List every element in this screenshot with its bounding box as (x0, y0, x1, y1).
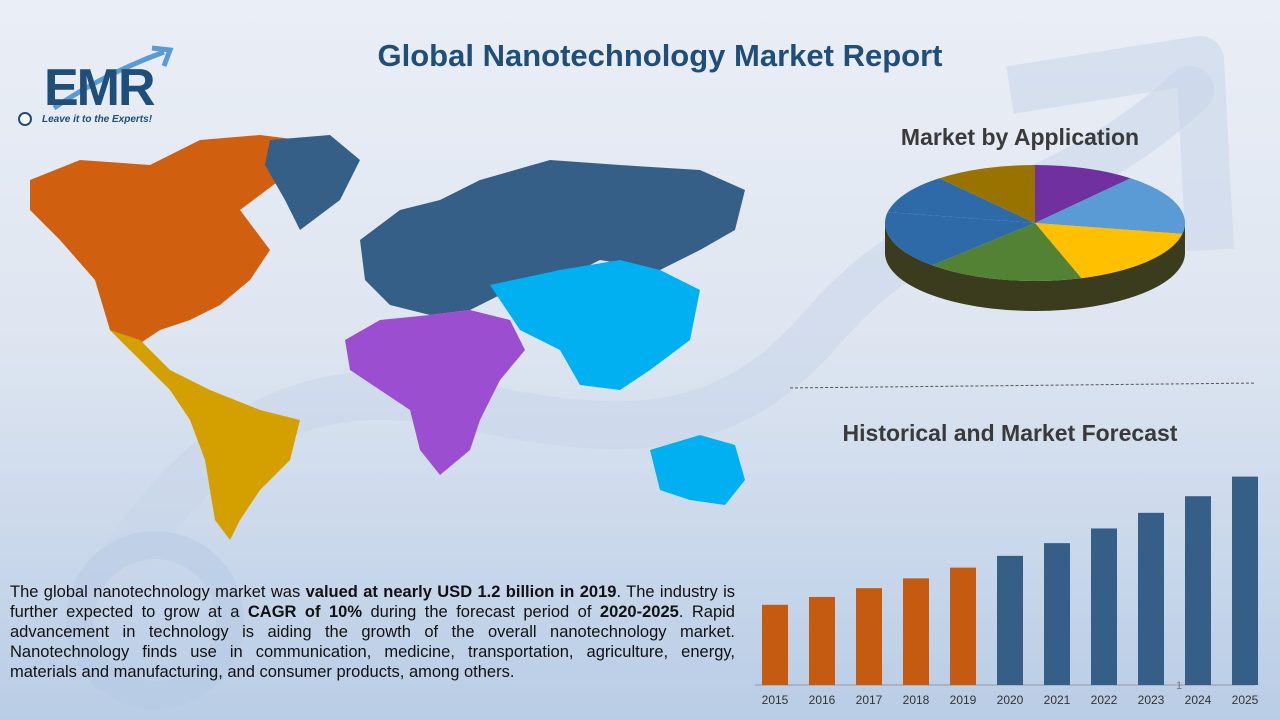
region-asia-pacific (490, 260, 700, 390)
forecast-bar-chart: 2015 2016 2017 2018 2019 2020 2021 2022 2023 2024… (755, 476, 1259, 707)
desc-text-3: during the forecast period of (362, 603, 600, 621)
pie-chart-title: Market by Application (900, 124, 1140, 150)
bar-2025 (1232, 476, 1258, 685)
desc-text-2: . The industry is further expected to gr… (10, 583, 735, 621)
market-description: The global nanotechnology market was val… (10, 582, 735, 682)
x-tick-label: 2025 (1232, 693, 1259, 707)
pie-slice (1035, 223, 1183, 279)
x-tick-label: 2016 (809, 693, 836, 707)
pie-side (885, 223, 1185, 311)
bar-2019 (950, 567, 976, 685)
logo-circle-icon (18, 112, 32, 126)
desc-highlight-value: valued at nearly USD 1.2 billion in 2019 (305, 583, 617, 601)
bar-2022 (1091, 528, 1117, 685)
page-title: Global Nanotechnology Market Report (377, 38, 943, 73)
application-pie-chart (885, 165, 1185, 311)
region-europe-russia (360, 160, 745, 315)
bar-2018 (903, 578, 929, 685)
region-north-america (30, 135, 300, 350)
x-tick-label: 2023 (1138, 693, 1165, 707)
emr-logo: EMR Leave it to the Experts! (14, 44, 194, 134)
x-tick-label: 2015 (762, 693, 789, 707)
bar-2015 (762, 604, 788, 685)
bar-2020 (997, 555, 1023, 685)
x-tick-label: 2019 (950, 693, 977, 707)
bar-2016 (809, 596, 835, 685)
bar-2024 (1185, 496, 1211, 685)
logo-arrow-icon (52, 45, 174, 111)
x-tick-label: 2017 (856, 693, 883, 707)
pie-slice (939, 165, 1035, 223)
x-tick-label: 2020 (997, 693, 1024, 707)
logo-tagline: Leave it to the Experts! (42, 114, 153, 125)
pie-slice (885, 212, 1035, 266)
region-greenland (265, 135, 360, 230)
pie-slice (1035, 165, 1131, 223)
bar-2023 (1138, 512, 1164, 685)
region-australia (650, 435, 745, 505)
bar-chart-title: Historical and Market Forecast (842, 420, 1178, 446)
bar-2021 (1044, 543, 1070, 685)
x-tick-label: 2024 (1185, 693, 1212, 707)
pie-slice (932, 223, 1082, 281)
pie-slice (1035, 178, 1185, 234)
desc-highlight-period: 2020-2025 (599, 603, 679, 621)
region-latin-america (110, 330, 300, 540)
region-africa-middle-east (345, 310, 525, 475)
desc-highlight-cagr: CAGR of 10% (247, 603, 362, 621)
pie-slice (887, 178, 1035, 223)
world-map (30, 135, 745, 540)
desc-text-1: The global nanotechnology market was (10, 583, 306, 601)
bar-2017 (856, 588, 882, 685)
desc-text-4: . Rapid advancement in technology is aid… (10, 603, 735, 681)
x-tick-label: 2021 (1044, 693, 1071, 707)
x-tick-label: 2018 (903, 693, 930, 707)
x-tick-label: 2022 (1091, 693, 1118, 707)
page-number: 1 (1176, 680, 1183, 692)
logo-brand: EMR (44, 59, 156, 117)
